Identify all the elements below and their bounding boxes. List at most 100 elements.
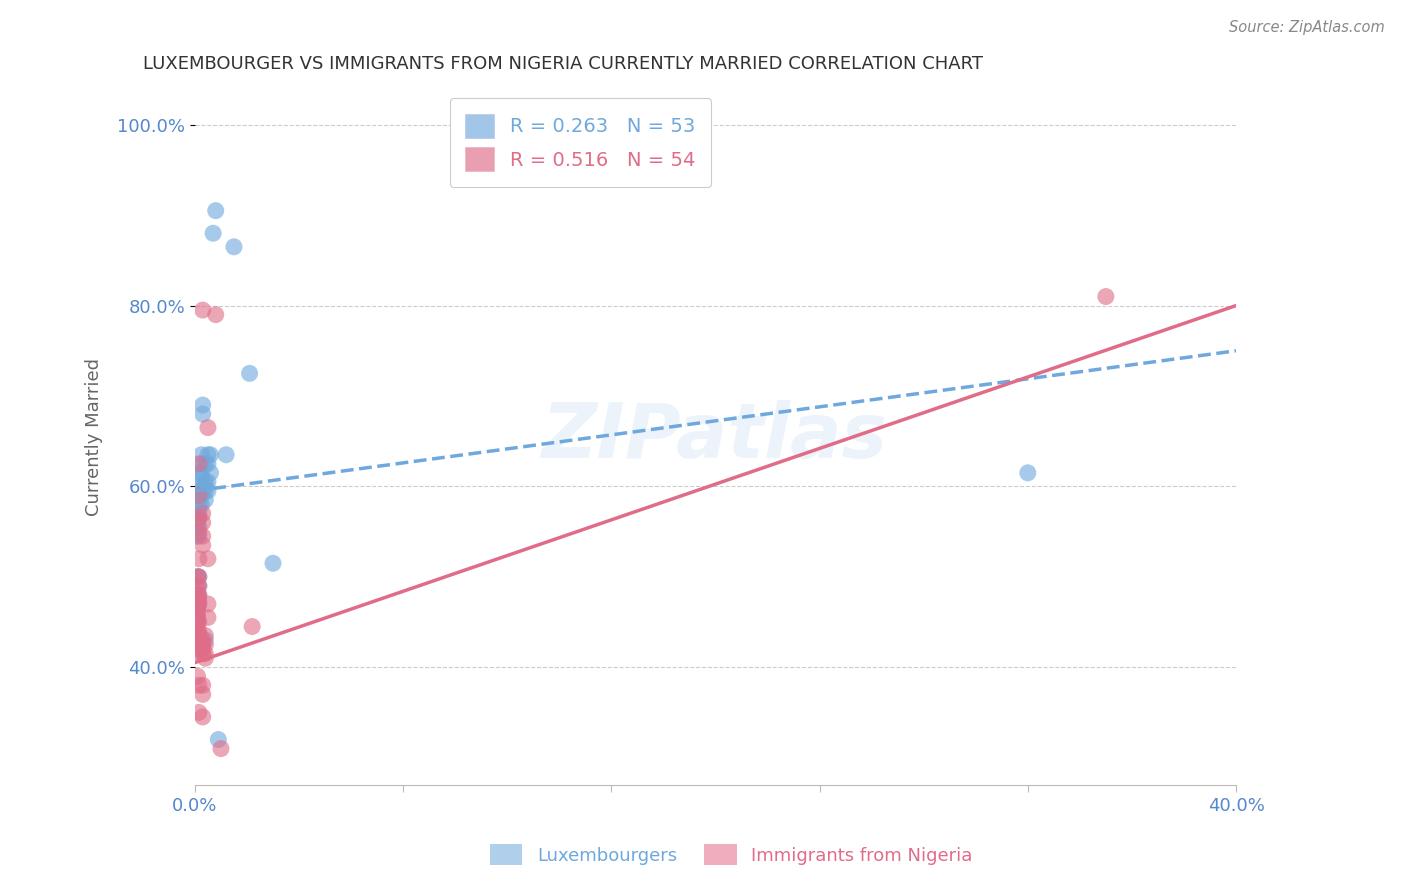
Point [186,597,208,611]
Point [204,203,226,218]
Point [204,308,226,322]
Point [191,633,214,648]
Point [194,483,217,498]
Point [187,579,209,593]
Point [187,588,209,602]
Text: LUXEMBOURGER VS IMMIGRANTS FROM NIGERIA CURRENTLY MARRIED CORRELATION CHART: LUXEMBOURGER VS IMMIGRANTS FROM NIGERIA … [143,55,983,73]
Point [186,588,208,602]
Text: Source: ZipAtlas.com: Source: ZipAtlas.com [1229,20,1385,35]
Point [187,579,209,593]
Point [187,597,209,611]
Point [191,407,214,421]
Point [186,624,208,638]
Point [187,511,209,525]
Point [197,457,219,471]
Point [186,570,208,584]
Point [191,647,214,661]
Point [191,398,214,412]
Point [190,498,212,512]
Point [1017,466,1039,480]
Point [187,520,209,534]
Point [194,647,217,661]
Point [202,226,225,240]
Point [187,507,209,521]
Point [187,678,209,692]
Point [186,516,208,530]
Point [186,669,208,683]
Point [197,551,219,566]
Point [239,367,262,381]
Point [190,470,212,484]
Point [187,466,209,480]
Point [187,642,209,657]
Point [197,448,219,462]
Point [186,601,208,615]
Point [197,475,219,489]
Point [194,492,217,507]
Point [187,511,209,525]
Point [194,479,217,493]
Point [187,588,209,602]
Point [194,651,217,665]
Point [187,457,209,471]
Point [194,629,217,643]
Point [197,420,219,434]
Point [186,633,208,648]
Point [191,538,214,552]
Point [1095,289,1118,303]
Point [262,556,284,570]
Point [187,570,209,584]
Point [215,448,238,462]
Point [209,741,232,756]
Point [186,570,208,584]
Point [186,615,208,629]
Point [187,498,209,512]
Point [186,610,208,624]
Point [186,529,208,543]
Point [191,678,214,692]
Point [186,606,208,620]
Point [187,502,209,516]
Point [187,624,209,638]
Point [197,610,219,624]
Point [187,529,209,543]
Point [200,466,222,480]
Point [191,642,214,657]
Point [191,529,214,543]
Point [194,457,217,471]
Point [186,615,208,629]
Point [190,448,212,462]
Point [187,570,209,584]
Legend: R = 0.263   N = 53, R = 0.516   N = 54: R = 0.263 N = 53, R = 0.516 N = 54 [450,98,710,186]
Point [187,524,209,539]
Point [187,629,209,643]
Point [187,633,209,648]
Text: ZIPatlas: ZIPatlas [543,400,889,474]
Point [190,466,212,480]
Point [186,647,208,661]
Point [186,629,208,643]
Point [186,597,208,611]
Point [187,488,209,502]
Point [197,597,219,611]
Point [186,592,208,607]
Point [187,706,209,720]
Point [186,610,208,624]
Point [222,240,245,254]
Point [190,483,212,498]
Point [187,615,209,629]
Point [187,551,209,566]
Y-axis label: Currently Married: Currently Married [86,358,103,516]
Point [240,619,263,633]
Point [187,488,209,502]
Point [194,638,217,652]
Point [207,732,229,747]
Point [191,303,214,318]
Point [187,592,209,607]
Legend: Luxembourgers, Immigrants from Nigeria: Luxembourgers, Immigrants from Nigeria [481,835,981,874]
Point [190,488,212,502]
Point [194,633,217,648]
Point [186,601,208,615]
Point [190,457,212,471]
Point [200,448,222,462]
